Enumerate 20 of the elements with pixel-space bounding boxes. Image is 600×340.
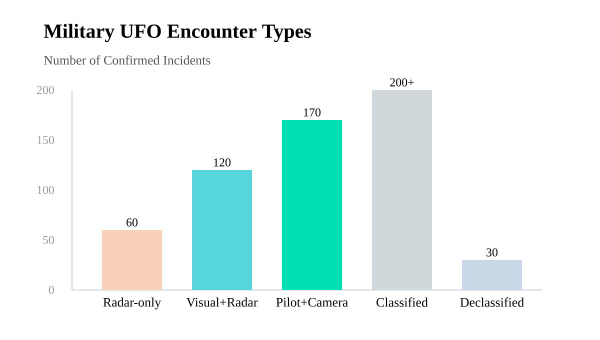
chart-subtitle: Number of Confirmed Incidents <box>44 55 210 65</box>
y-tick-label: 150 <box>38 136 54 144</box>
chart-title: Military UFO Encounter Types <box>44 24 312 42</box>
x-tick-label: Pilot+Camera <box>276 298 348 307</box>
data-label: 170 <box>304 108 321 116</box>
bar <box>102 230 162 290</box>
x-tick-label: Classified <box>376 298 428 307</box>
x-tick-label: Visual+Radar <box>186 298 258 307</box>
bar <box>282 120 342 290</box>
x-tick-label: Declassified <box>460 298 524 307</box>
y-tick-label: 50 <box>43 236 54 244</box>
x-tick-label: Radar-only <box>103 298 162 310</box>
y-tick-label: 100 <box>38 186 54 194</box>
data-label: 30 <box>486 248 498 256</box>
y-tick-label: 200 <box>37 86 54 94</box>
data-label: 200+ <box>390 78 414 86</box>
data-label: 60 <box>126 218 138 226</box>
bar <box>192 170 252 290</box>
data-label: 120 <box>214 158 231 166</box>
y-tick-label: 0 <box>48 286 54 294</box>
